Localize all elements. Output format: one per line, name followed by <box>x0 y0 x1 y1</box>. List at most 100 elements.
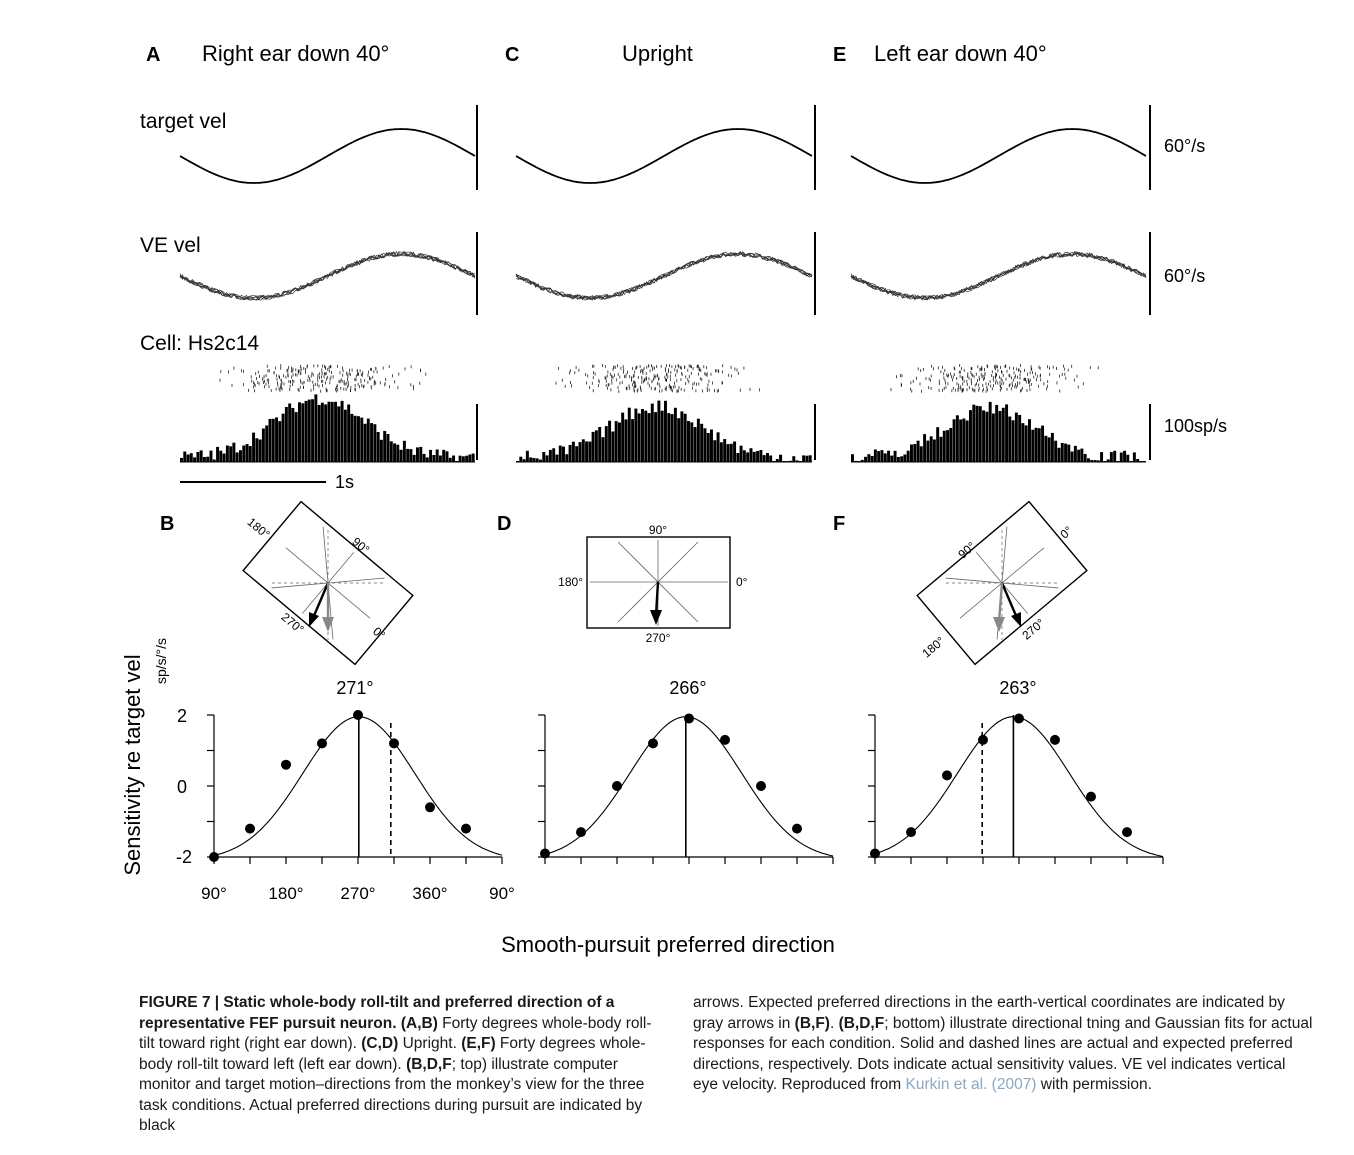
histogram-bar <box>209 450 213 462</box>
histogram-bar <box>667 413 671 462</box>
histogram-bar <box>578 442 582 462</box>
histogram-bar <box>900 456 904 462</box>
eye-trace <box>179 251 476 300</box>
histogram-bar <box>1034 427 1038 462</box>
histogram-bar <box>687 421 690 462</box>
histogram-bar <box>621 412 625 462</box>
sensitivity-point <box>461 823 471 834</box>
histogram-bar <box>591 431 595 462</box>
sensitivity-point <box>978 734 988 745</box>
histogram-bar <box>366 418 370 462</box>
inset-d-actual-arrowhead <box>650 610 662 625</box>
histogram-bar <box>357 416 360 462</box>
histogram-bar <box>710 429 713 462</box>
histogram-bar <box>324 404 328 462</box>
histogram-bar <box>677 418 681 462</box>
histogram-bar <box>949 428 953 462</box>
histogram-bar <box>864 456 868 462</box>
histogram-bar <box>1060 443 1064 462</box>
histogram-bar <box>608 420 612 462</box>
caption-text-2: Upright. <box>398 1035 462 1052</box>
histogram-bar <box>588 441 592 462</box>
histogram-bar <box>962 418 966 462</box>
inset-f-actual-arrowhead <box>1011 612 1021 627</box>
inset-b-label-0: 0° <box>370 624 388 642</box>
sensitivity-point <box>353 710 363 720</box>
caption-text-3: Forty degrees whole-body roll-tilt towar… <box>139 1035 646 1073</box>
histogram-bar <box>529 457 533 462</box>
eye-trace <box>515 252 813 300</box>
histogram-bar <box>219 450 223 462</box>
histogram-bar <box>1044 435 1048 462</box>
caption-ref-cd: (C,D) <box>361 1035 399 1052</box>
histogram-bar <box>873 449 877 462</box>
histogram-bar <box>594 430 598 462</box>
sensitivity-point <box>317 738 327 749</box>
histogram-bar <box>350 413 354 462</box>
histogram-bar <box>189 453 193 462</box>
histogram-bar <box>225 445 229 462</box>
histogram-bar <box>611 431 615 462</box>
histogram-bar <box>923 434 927 462</box>
histogram-bar <box>759 450 763 462</box>
histogram-bar <box>271 418 275 462</box>
sensitivity-point <box>756 781 766 791</box>
x-tick-270: 270° <box>340 884 375 903</box>
histogram-bar <box>706 433 710 462</box>
inset-d-label-0: 0° <box>736 575 748 589</box>
histogram-bar <box>680 411 684 462</box>
histogram-bar <box>1090 460 1094 462</box>
histogram-bar <box>1070 451 1074 462</box>
histogram-bar <box>1031 429 1035 462</box>
caption-right: arrows. Expected preferred directions in… <box>693 993 1313 1096</box>
histogram-bar <box>1008 416 1012 462</box>
caption-text-8: with permission. <box>1036 1076 1152 1093</box>
caption-ref-bdf: (B,D,F <box>406 1055 452 1073</box>
histogram-bar <box>1100 452 1104 462</box>
citation-link[interactable]: Kurkin et al. (2007) <box>905 1076 1037 1093</box>
sensitivity-point <box>576 827 586 838</box>
histogram-bar <box>275 417 279 462</box>
sensitivity-point <box>389 738 399 749</box>
x-tick-90b: 90° <box>489 884 515 903</box>
pd-label-b: 271° <box>336 678 373 698</box>
histogram-bar <box>239 450 242 462</box>
histogram-bar <box>532 458 536 462</box>
inset-d-label-90: 90° <box>649 523 667 537</box>
histogram-bar <box>539 459 542 462</box>
histogram-bar <box>353 415 357 462</box>
histogram-bar <box>555 454 559 462</box>
sensitivity-point <box>720 734 730 745</box>
histogram-bar <box>261 428 265 462</box>
histogram-bar <box>932 439 936 462</box>
histogram-bar <box>883 453 887 462</box>
histogram-bar <box>627 407 631 462</box>
histogram-bar <box>399 449 403 462</box>
histogram-bar <box>916 440 920 462</box>
histogram-bar <box>376 432 380 462</box>
histogram-bar <box>703 428 707 462</box>
histogram-bar <box>913 444 917 462</box>
histogram-bar <box>1073 445 1077 462</box>
histogram-bar <box>565 454 569 462</box>
histogram-bar <box>601 437 605 462</box>
histogram-bar <box>789 460 792 462</box>
target-trace-e <box>850 128 1147 184</box>
histogram-bar <box>969 410 972 462</box>
histogram-bar <box>926 440 930 462</box>
sensitivity-point <box>1122 827 1132 838</box>
histogram-bar <box>304 400 308 462</box>
histogram-bar <box>673 407 677 462</box>
x-axis-label: Smooth-pursuit preferred direction <box>501 932 835 957</box>
histogram-bar <box>301 403 305 462</box>
y-axis-label: Sensitivity re target vel <box>120 654 145 875</box>
histogram-bar <box>742 450 746 462</box>
histogram-bar <box>683 413 687 462</box>
histogram-bar <box>402 440 406 462</box>
histogram-bar <box>972 404 976 462</box>
inset-b-actual-arrow <box>311 582 330 619</box>
histogram-bar <box>1047 437 1051 462</box>
histogram-bar <box>337 406 341 462</box>
histogram-bar <box>890 455 894 462</box>
histogram-bar <box>739 445 743 462</box>
